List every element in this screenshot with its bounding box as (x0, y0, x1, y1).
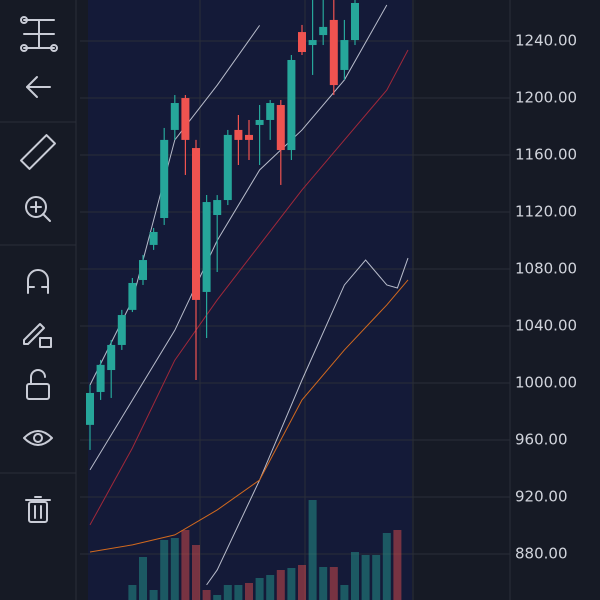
candle-body (117, 315, 126, 345)
volume-bar (382, 533, 391, 600)
y-tick-label: 1040.00 (515, 317, 577, 335)
volume-bar (393, 530, 402, 600)
y-tick-label: 960.00 (515, 430, 568, 448)
candle-body (96, 364, 105, 392)
volume-bar (361, 555, 370, 600)
volume-bar (276, 570, 285, 600)
candle-body (107, 344, 116, 371)
volume-bar (340, 585, 349, 600)
candle-body (160, 139, 169, 219)
candle-body (192, 148, 200, 300)
back-icon[interactable] (26, 76, 51, 98)
ruler-icon[interactable] (20, 134, 56, 170)
eye-icon[interactable] (23, 430, 53, 446)
candle-body (298, 32, 306, 53)
y-tick-label: 1240.00 (515, 32, 577, 50)
volume-bar (351, 552, 359, 600)
candle-body (329, 19, 338, 86)
magnet-icon[interactable] (27, 269, 49, 294)
volume-bar (160, 540, 169, 600)
candle-body (245, 134, 253, 140)
volume-bar (308, 500, 317, 600)
candle-body (276, 105, 285, 151)
candle-body (181, 98, 190, 140)
candle-body (308, 40, 317, 46)
candle-body (234, 129, 243, 140)
settings-icon[interactable] (20, 16, 58, 52)
volume-bar (266, 575, 275, 600)
candle-body (149, 231, 158, 245)
volume-bar (149, 590, 158, 600)
band-fill (88, 0, 412, 600)
candle-body (351, 2, 359, 41)
indicator-line (89, 4, 388, 471)
volume-bar (181, 530, 190, 600)
y-tick-label: 1000.00 (515, 373, 577, 391)
candle-body (202, 202, 211, 292)
volume-bar (319, 567, 328, 600)
zoom-icon[interactable] (25, 196, 51, 222)
candles-layer (86, 0, 359, 450)
candle-body (223, 134, 232, 201)
candle-body (139, 260, 147, 280)
candle-body (213, 200, 222, 216)
candle-body (340, 40, 349, 70)
volume-bar (213, 595, 222, 600)
indicator-line (89, 49, 409, 526)
toolbar (0, 0, 76, 600)
candle-body (287, 59, 296, 151)
volume-layer (128, 500, 402, 600)
lock-draw-icon[interactable] (23, 323, 52, 348)
candle-body (255, 119, 264, 125)
y-tick-label: 920.00 (515, 487, 568, 505)
volume-bar (202, 590, 211, 600)
candle-body (128, 282, 137, 310)
candle-body (319, 26, 328, 36)
volume-bar (170, 538, 179, 600)
candle-body (170, 103, 179, 130)
volume-bar (245, 583, 253, 600)
volume-bar (298, 565, 306, 600)
y-tick-label: 1160.00 (515, 146, 577, 164)
volume-bar (223, 585, 232, 600)
delete-icon[interactable] (25, 496, 51, 523)
indicator-line (89, 279, 409, 553)
y-tick-label: 1080.00 (515, 260, 577, 278)
volume-bar (329, 567, 338, 600)
y-tick-label: 1200.00 (515, 89, 577, 107)
volume-bar (255, 578, 264, 600)
candle-body (86, 392, 94, 425)
unlock-icon[interactable] (26, 369, 50, 400)
y-tick-label: 1120.00 (515, 203, 577, 221)
volume-bar (234, 585, 243, 600)
volume-bar (139, 557, 147, 600)
grid (80, 40, 510, 555)
volume-bar (128, 585, 137, 600)
candle-body (266, 103, 275, 120)
volume-bar (287, 568, 296, 600)
y-tick-label: 880.00 (515, 544, 568, 562)
indicator-line (206, 257, 409, 586)
volume-bar (192, 545, 200, 600)
volume-bar (372, 555, 381, 600)
price-axis: 880.00 920.00 960.00 1000.00 1040.00 1080.00 1… (515, 32, 577, 563)
